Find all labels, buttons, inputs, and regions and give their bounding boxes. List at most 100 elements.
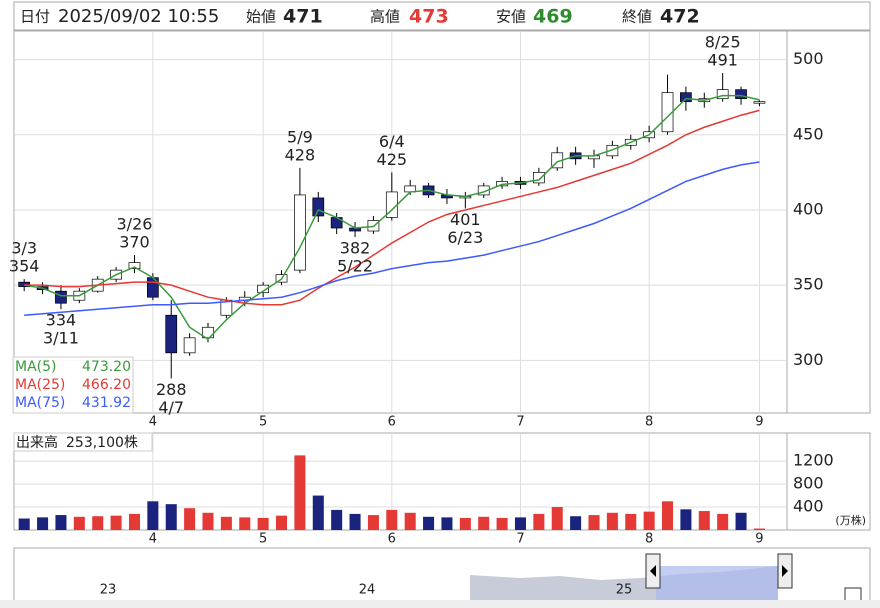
volume-title: 出来高 bbox=[16, 434, 58, 451]
volume-bar bbox=[459, 517, 471, 530]
candle-body bbox=[146, 277, 159, 298]
volume-bar bbox=[423, 516, 435, 530]
high-label: 高値 bbox=[370, 8, 400, 26]
x-tick-label: 8 bbox=[645, 415, 653, 430]
close-value: 472 bbox=[660, 6, 700, 28]
candle-body bbox=[753, 101, 766, 104]
annotation-value: 428 bbox=[285, 145, 316, 164]
y-tick-label: 500 bbox=[793, 49, 824, 68]
annotation-date: 5/22 bbox=[337, 257, 373, 276]
x-tick-label: 5 bbox=[259, 532, 267, 547]
annotation-value: 425 bbox=[377, 150, 408, 169]
datetime: 2025/09/02 10:55 bbox=[58, 6, 219, 27]
x-tick-label: 9 bbox=[755, 415, 763, 430]
volume-bar bbox=[331, 509, 343, 530]
volume-bar bbox=[643, 511, 655, 530]
y-tick-label: 400 bbox=[793, 199, 824, 218]
volume-bar bbox=[349, 513, 361, 530]
y-tick-label: 400 bbox=[793, 497, 824, 516]
ma-line bbox=[24, 161, 760, 316]
x-tick-label: 7 bbox=[516, 532, 524, 547]
legend: MA(5) 473.20 MA(25) 466.20 MA(75) 431.92 bbox=[12, 356, 134, 414]
navigator-window[interactable] bbox=[656, 566, 778, 604]
legend-value: 473.20 bbox=[82, 359, 131, 375]
navigator-frame bbox=[13, 547, 871, 608]
volume-bar bbox=[735, 512, 747, 530]
x-tick-label: 4 bbox=[149, 415, 157, 430]
navigator-label: 23 bbox=[100, 583, 117, 598]
candle-body bbox=[312, 197, 325, 217]
x-tick-label: 5 bbox=[259, 415, 267, 430]
legend-name: MA(25) bbox=[15, 377, 65, 393]
legend-name: MA(75) bbox=[15, 395, 65, 411]
volume-bar bbox=[37, 517, 49, 530]
annotation-value: 334 bbox=[46, 311, 77, 330]
volume-bar bbox=[533, 513, 545, 530]
y-tick-label: 800 bbox=[793, 474, 824, 493]
annotation-date: 6/23 bbox=[447, 228, 483, 247]
candle-body bbox=[128, 262, 141, 269]
volume-bar bbox=[496, 517, 508, 530]
low-label: 安値 bbox=[496, 8, 526, 26]
y-tick-label: 1200 bbox=[793, 451, 834, 470]
candle-body bbox=[716, 89, 729, 100]
open-label: 始値 bbox=[246, 8, 276, 26]
annotation-date: 3/26 bbox=[117, 215, 153, 234]
y-tick-label: 450 bbox=[793, 124, 824, 143]
volume-bar bbox=[625, 513, 637, 530]
candle-body bbox=[532, 172, 545, 184]
y-tick-label: 350 bbox=[793, 275, 824, 294]
volume-value: 253,100株 bbox=[66, 435, 138, 451]
annotation-date: 5/9 bbox=[287, 127, 313, 146]
close-label: 終値 bbox=[622, 8, 652, 26]
x-tick-label: 4 bbox=[149, 532, 157, 547]
annotation-value: 401 bbox=[450, 210, 481, 229]
annotation-date: 4/7 bbox=[158, 398, 184, 417]
x-tick-label: 6 bbox=[388, 415, 396, 430]
legend-name: MA(5) bbox=[15, 359, 57, 375]
legend-box bbox=[12, 356, 134, 414]
volume-bar bbox=[404, 512, 416, 530]
volume-bar bbox=[386, 509, 398, 530]
ma-line bbox=[24, 109, 760, 306]
volume-bar bbox=[92, 516, 104, 530]
volume-bar bbox=[753, 528, 765, 530]
volume-bar bbox=[184, 508, 196, 530]
handle-arrow bbox=[782, 565, 788, 577]
bottom-strip bbox=[0, 600, 880, 608]
candle-body bbox=[55, 290, 67, 304]
volume-unit: (万株) bbox=[835, 513, 866, 527]
volume-bar bbox=[312, 495, 324, 530]
annotation-value: 382 bbox=[340, 239, 371, 258]
price-frame bbox=[13, 30, 871, 414]
volume-bar bbox=[367, 515, 379, 530]
volume-bar bbox=[570, 516, 582, 530]
navigator-label: 25 bbox=[616, 583, 633, 598]
expand-button[interactable] bbox=[844, 587, 862, 603]
volume-bar bbox=[441, 517, 453, 530]
x-tick-label: 8 bbox=[645, 532, 653, 547]
volume-bar bbox=[514, 517, 526, 530]
volume-bar bbox=[680, 509, 692, 530]
low-value: 469 bbox=[533, 6, 573, 28]
volume-bar bbox=[18, 518, 30, 530]
x-tick-label: 7 bbox=[516, 415, 524, 430]
navigator-label: 24 bbox=[359, 583, 376, 598]
volume-bar bbox=[478, 516, 490, 530]
candle-body bbox=[165, 314, 178, 354]
volume-bar bbox=[294, 455, 306, 530]
x-tick-label: 9 bbox=[755, 532, 763, 547]
volume-bar bbox=[276, 515, 288, 530]
date-label: 日付 bbox=[20, 8, 50, 26]
annotation-value: 354 bbox=[9, 257, 40, 276]
volume-bar bbox=[239, 517, 251, 530]
volume-bar bbox=[165, 504, 177, 530]
volume-bar bbox=[606, 512, 618, 530]
candle-body bbox=[294, 194, 306, 271]
open-value: 471 bbox=[283, 6, 323, 28]
y-tick-label: 300 bbox=[793, 350, 824, 369]
candle-body bbox=[735, 89, 747, 100]
candle-body bbox=[257, 284, 270, 294]
volume-bar bbox=[588, 515, 600, 530]
